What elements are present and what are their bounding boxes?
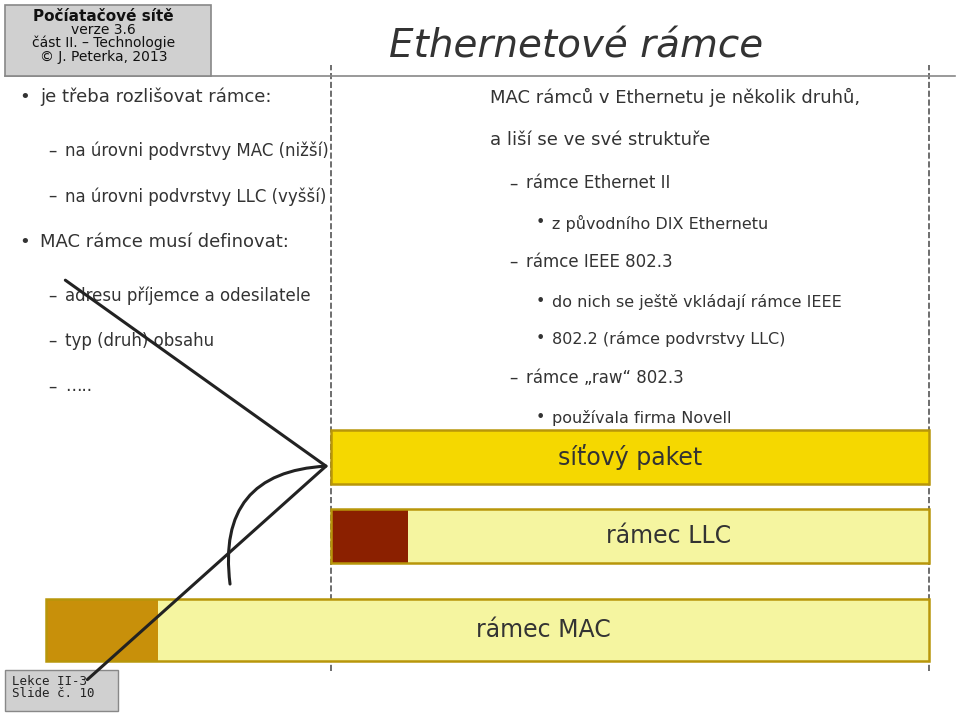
Text: síťový paket: síťový paket <box>558 444 703 470</box>
FancyArrowPatch shape <box>65 280 326 680</box>
Text: •: • <box>536 331 545 346</box>
Text: •: • <box>536 410 545 425</box>
Text: do nich se ještě vkládají rámce IEEE: do nich se ještě vkládají rámce IEEE <box>552 294 842 310</box>
FancyBboxPatch shape <box>5 670 118 711</box>
Text: MAC rámců v Ethernetu je několik druhů,: MAC rámců v Ethernetu je několik druhů, <box>490 88 860 107</box>
Text: Počíatačové sítě: Počíatačové sítě <box>34 9 174 24</box>
Text: –: – <box>48 187 57 205</box>
Text: verze 3.6: verze 3.6 <box>71 23 136 37</box>
FancyBboxPatch shape <box>331 430 929 484</box>
Text: je třeba rozlišovat rámce:: je třeba rozlišovat rámce: <box>40 88 272 107</box>
Text: •: • <box>536 294 545 309</box>
Text: typ (druh) obsahu: typ (druh) obsahu <box>65 332 214 350</box>
Text: –: – <box>48 377 57 395</box>
Text: na úrovni podvrstvy LLC (vyšší): na úrovni podvrstvy LLC (vyšší) <box>65 187 326 206</box>
Text: rámec MAC: rámec MAC <box>476 618 612 642</box>
Text: © J. Peterka, 2013: © J. Peterka, 2013 <box>40 50 167 63</box>
Text: a liší se ve své struktuře: a liší se ve své struktuře <box>490 131 709 149</box>
Text: •: • <box>19 233 30 251</box>
Text: rámce IEEE 802.3: rámce IEEE 802.3 <box>526 253 673 271</box>
Text: –: – <box>48 142 57 160</box>
Text: –: – <box>509 447 517 465</box>
FancyBboxPatch shape <box>331 510 408 563</box>
Text: –: – <box>509 369 517 387</box>
Text: na úrovni podvrstvy MAC (nižší): na úrovni podvrstvy MAC (nižší) <box>65 142 329 161</box>
Text: –: – <box>48 287 57 305</box>
FancyBboxPatch shape <box>408 510 929 563</box>
Text: …..: ….. <box>65 377 92 395</box>
Text: používala firma Novell: používala firma Novell <box>552 410 732 426</box>
Text: Lekce II-3: Lekce II-3 <box>12 675 86 688</box>
Text: Slide č. 10: Slide č. 10 <box>12 687 94 700</box>
Text: rámce „raw“ 802.3: rámce „raw“ 802.3 <box>526 369 684 387</box>
Text: –: – <box>48 332 57 350</box>
Text: –: – <box>509 253 517 271</box>
Text: rámce Ethernet II: rámce Ethernet II <box>526 174 670 192</box>
Text: část II. – Technologie: část II. – Technologie <box>32 36 176 50</box>
Text: adresu příjemce a odesilatele: adresu příjemce a odesilatele <box>65 287 311 305</box>
FancyBboxPatch shape <box>158 599 929 661</box>
Text: MAC rámce musí definovat:: MAC rámce musí definovat: <box>40 233 289 251</box>
Text: rámec LLC: rámec LLC <box>606 524 732 549</box>
Text: •: • <box>536 215 545 230</box>
Text: Ethernetové rámce: Ethernetové rámce <box>389 27 763 66</box>
Text: •: • <box>19 88 30 106</box>
Text: 802.2 (rámce podvrstvy LLC): 802.2 (rámce podvrstvy LLC) <box>552 331 785 347</box>
FancyBboxPatch shape <box>46 599 158 661</box>
Text: rámce 802.3 SNAP: rámce 802.3 SNAP <box>526 447 682 465</box>
Text: z původního DIX Ethernetu: z původního DIX Ethernetu <box>552 215 768 233</box>
Text: –: – <box>509 174 517 192</box>
FancyBboxPatch shape <box>5 5 211 76</box>
